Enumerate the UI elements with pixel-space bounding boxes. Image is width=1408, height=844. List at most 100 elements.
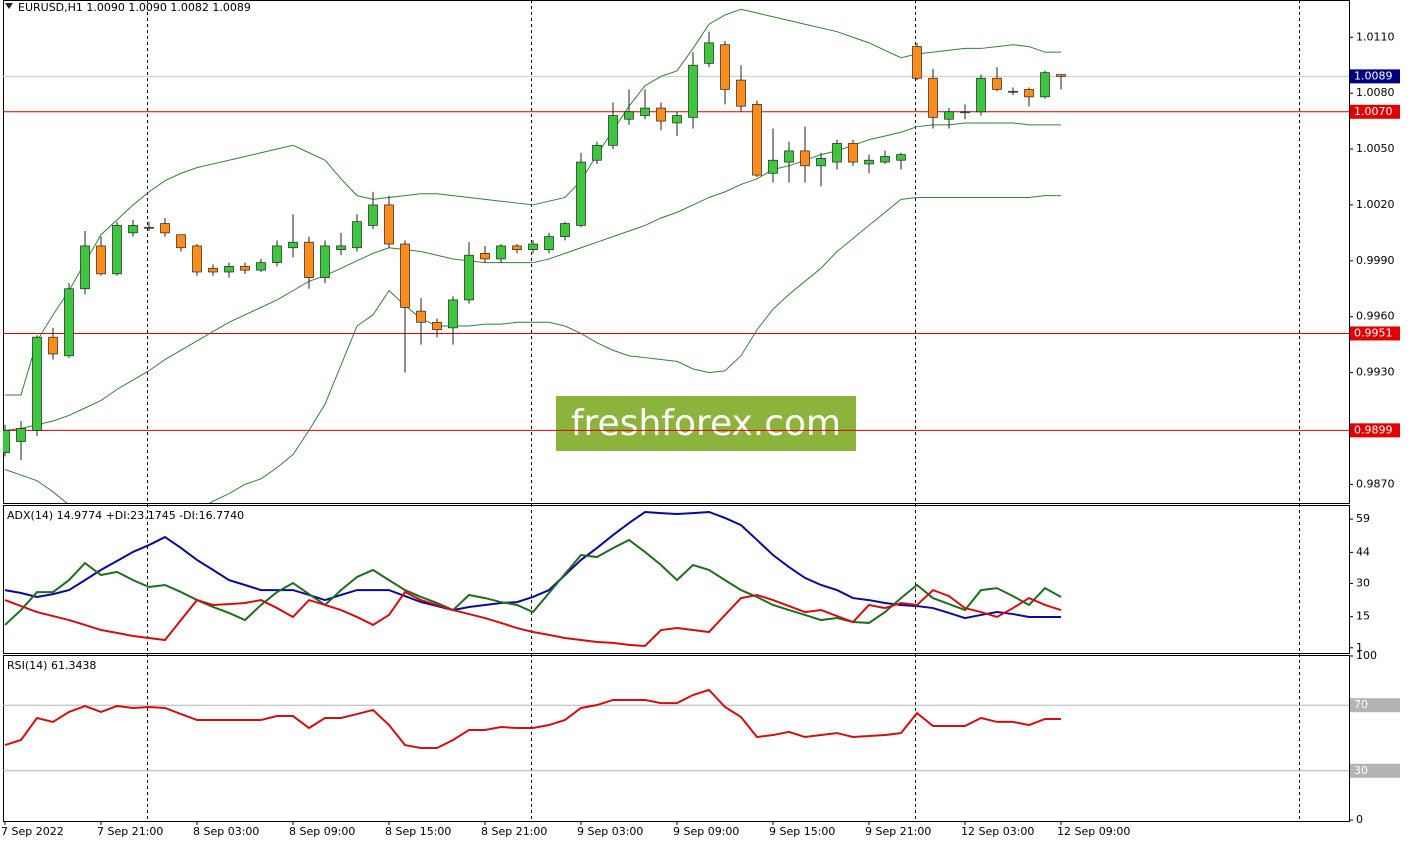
candle-body bbox=[112, 225, 122, 275]
candle-body bbox=[560, 223, 570, 237]
candle-body bbox=[192, 245, 202, 273]
candle-body bbox=[544, 236, 554, 250]
candle-body bbox=[128, 225, 138, 234]
candle-body bbox=[96, 245, 106, 275]
candle-body bbox=[736, 79, 746, 107]
candle-body bbox=[272, 245, 282, 264]
candle-body bbox=[672, 115, 682, 124]
level-label-box bbox=[1350, 763, 1400, 778]
y-tick-label: 0.9930 bbox=[1356, 366, 1395, 379]
x-tick-label: 7 Sep 2022 bbox=[1, 825, 64, 838]
panel-plot bbox=[3, 688, 1349, 772]
last-price-box bbox=[1350, 69, 1400, 84]
candle-body bbox=[976, 77, 986, 113]
y-tick-label: 0 bbox=[1356, 813, 1363, 826]
x-tick-label: 8 Sep 09:00 bbox=[289, 825, 355, 838]
x-tick-label: 9 Sep 15:00 bbox=[769, 825, 835, 838]
candle-body bbox=[416, 310, 426, 323]
candle-body bbox=[144, 226, 154, 229]
candle-body bbox=[304, 241, 314, 278]
panel-title: ADX(14) 14.9774 +DI:23.1745 -DI:16.7740 bbox=[7, 509, 244, 522]
indicator-line bbox=[4, 538, 1062, 626]
candle-body bbox=[464, 254, 474, 301]
candle-body bbox=[432, 321, 442, 331]
candle-body bbox=[480, 253, 490, 260]
candle-body bbox=[1040, 72, 1050, 98]
candle-body bbox=[720, 44, 730, 90]
candle-body bbox=[944, 111, 954, 120]
candle-body bbox=[576, 161, 586, 226]
candle-body bbox=[656, 107, 666, 122]
candle-body bbox=[912, 46, 922, 79]
last-price-label: 1.0089 bbox=[1354, 69, 1393, 82]
candle-body bbox=[240, 266, 250, 271]
x-tick-label: 7 Sep 21:00 bbox=[97, 825, 163, 838]
x-tick-label: 9 Sep 09:00 bbox=[673, 825, 739, 838]
candle-body bbox=[864, 159, 874, 165]
candle-body bbox=[64, 288, 74, 357]
level-label-box bbox=[1350, 326, 1400, 341]
candle-body bbox=[448, 299, 458, 329]
candle-body bbox=[288, 241, 298, 249]
candle-body bbox=[320, 245, 330, 278]
y-tick-label: 1.0050 bbox=[1356, 142, 1395, 155]
candle-body bbox=[32, 336, 42, 431]
y-tick-label: 59 bbox=[1356, 512, 1370, 525]
level-label: 0.9951 bbox=[1354, 326, 1393, 339]
candle-body bbox=[816, 158, 826, 167]
x-tick-label: 9 Sep 21:00 bbox=[865, 825, 931, 838]
x-tick-label: 9 Sep 03:00 bbox=[577, 825, 643, 838]
candle-body bbox=[3, 429, 10, 454]
bollinger-band bbox=[5, 8, 1061, 396]
candle-body bbox=[336, 245, 346, 250]
candle-body bbox=[960, 111, 970, 114]
candle-body bbox=[80, 245, 90, 290]
panel-plot bbox=[4, 510, 1062, 648]
candle-body bbox=[1056, 74, 1066, 77]
candle-body bbox=[16, 428, 26, 442]
candle-body bbox=[624, 111, 634, 120]
candle-body bbox=[176, 234, 186, 249]
level-label-box bbox=[1350, 698, 1400, 713]
candle-body bbox=[928, 77, 938, 118]
candle-body bbox=[640, 107, 650, 116]
y-tick-label: 1.0110 bbox=[1356, 30, 1395, 43]
level-label-box bbox=[1350, 104, 1400, 119]
candle-body bbox=[800, 150, 810, 167]
watermark-text: freshforex.com bbox=[571, 403, 841, 444]
candle-body bbox=[256, 262, 266, 271]
indicator-line bbox=[4, 510, 1061, 620]
x-tick-label: 8 Sep 15:00 bbox=[385, 825, 451, 838]
candle-body bbox=[848, 143, 858, 163]
x-tick-label: 12 Sep 03:00 bbox=[961, 825, 1034, 838]
candle-body bbox=[512, 245, 522, 250]
collapse-icon bbox=[5, 3, 13, 9]
y-tick-label: 0.9870 bbox=[1356, 477, 1395, 490]
panel-frame bbox=[3, 505, 1350, 654]
y-tick-label: 100 bbox=[1356, 649, 1377, 662]
x-tick-label: 12 Sep 09:00 bbox=[1057, 825, 1130, 838]
level-label-box bbox=[1350, 423, 1400, 438]
candle-body bbox=[832, 143, 842, 163]
candle-body bbox=[368, 204, 378, 226]
bollinger-band bbox=[4, 122, 1061, 431]
candle-body bbox=[608, 115, 618, 146]
y-tick-label: 30 bbox=[1356, 576, 1370, 589]
candle-body bbox=[896, 154, 906, 161]
candle-body bbox=[528, 243, 538, 250]
candle-body bbox=[880, 156, 890, 163]
indicator-line bbox=[4, 688, 1061, 750]
y-tick-label: 44 bbox=[1356, 545, 1370, 558]
candle-body bbox=[688, 64, 698, 118]
y-tick-label: 0.9990 bbox=[1356, 254, 1395, 267]
panel-title: RSI(14) 61.3438 bbox=[7, 659, 96, 672]
y-tick-label: 15 bbox=[1356, 610, 1370, 623]
candle-body bbox=[1024, 89, 1034, 98]
y-tick-label: 1.0080 bbox=[1356, 86, 1395, 99]
candle-body bbox=[496, 245, 506, 260]
level-label: 0.9899 bbox=[1354, 423, 1393, 436]
y-tick-label: 0.9960 bbox=[1356, 310, 1395, 323]
candle-body bbox=[1008, 90, 1018, 93]
